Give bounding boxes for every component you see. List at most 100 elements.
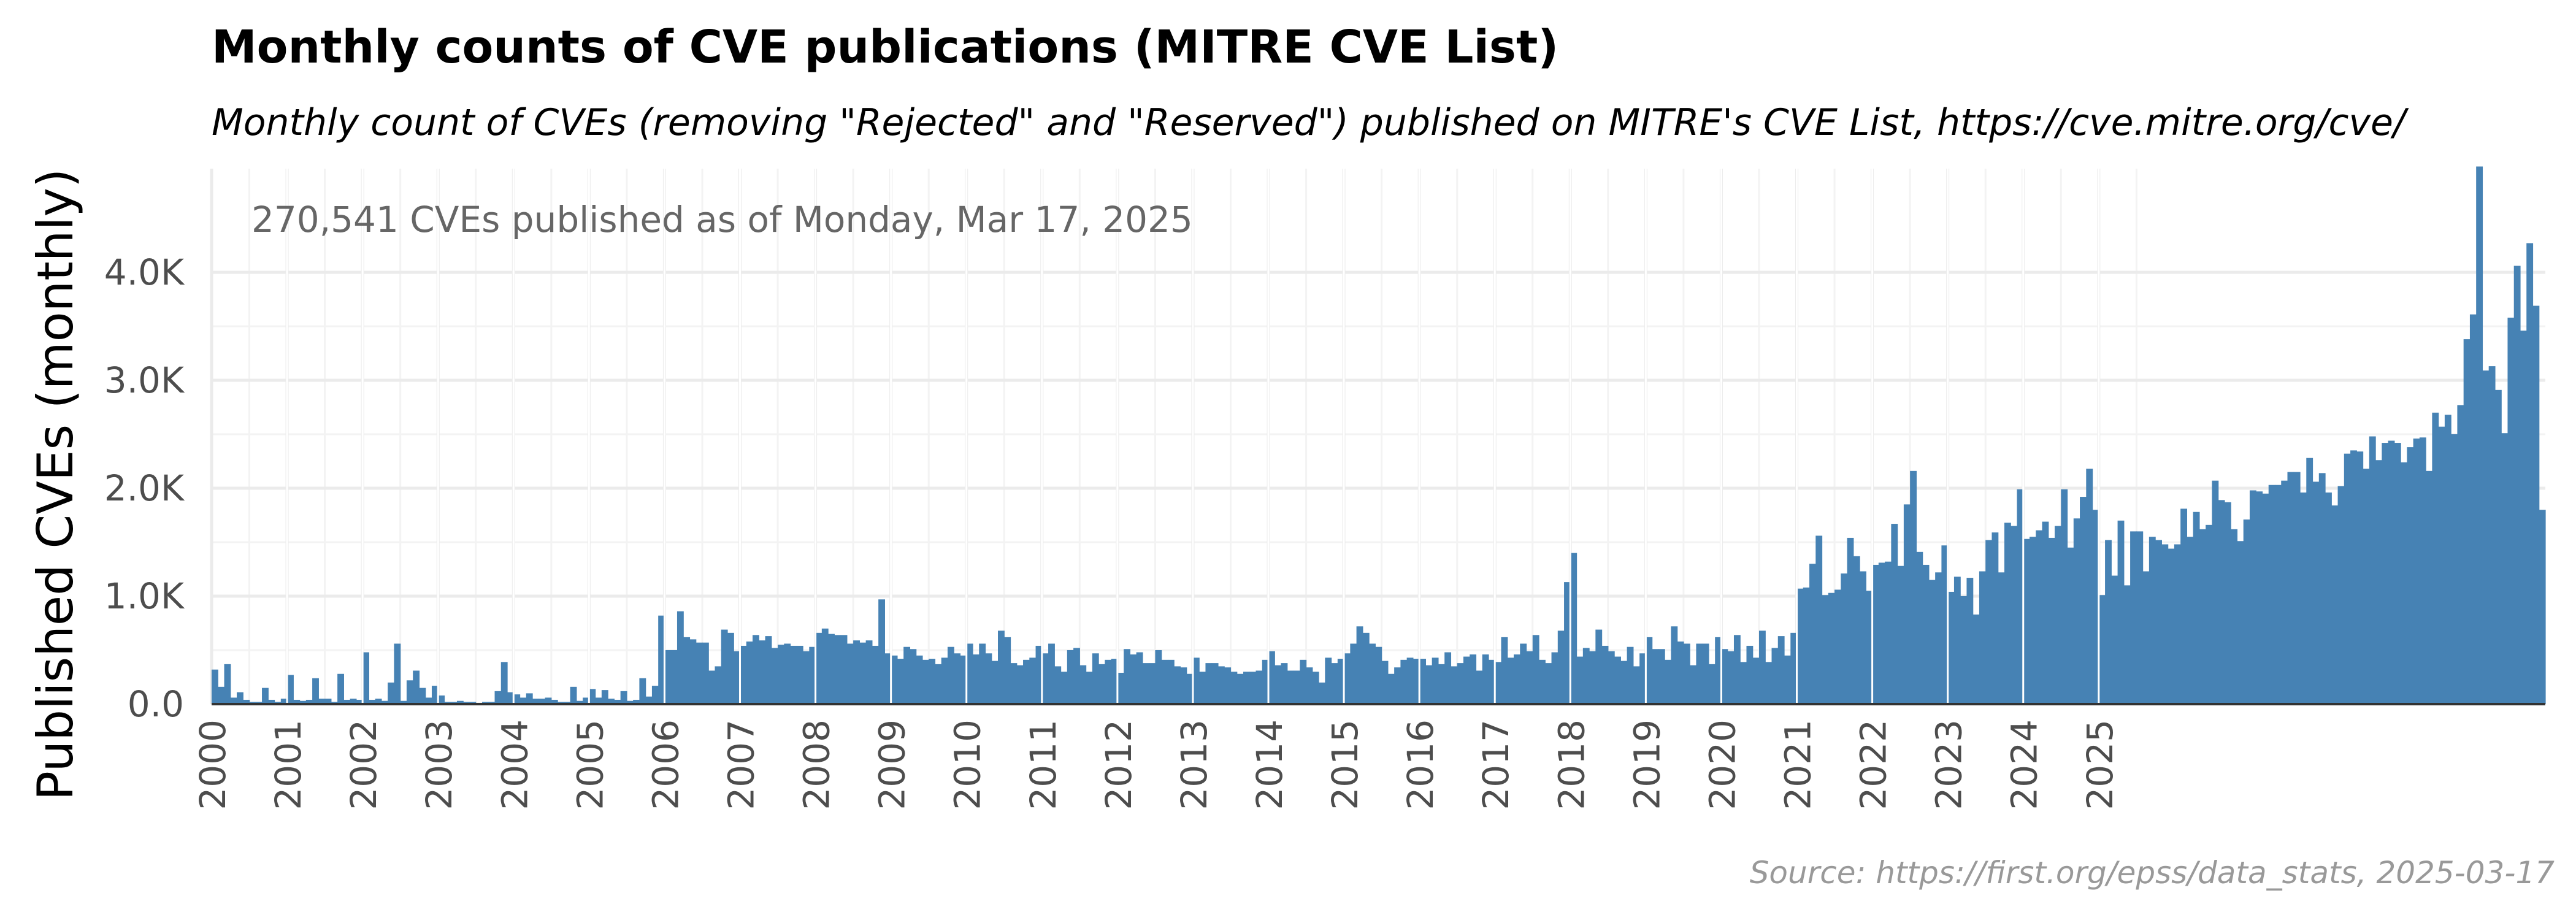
bar bbox=[2262, 493, 2269, 704]
bar bbox=[998, 631, 1005, 704]
bar bbox=[1205, 663, 1213, 704]
source-caption: Source: https://first.org/epss/data_stat… bbox=[1750, 855, 2555, 891]
bar bbox=[708, 670, 716, 704]
bar bbox=[935, 664, 942, 704]
bar bbox=[381, 700, 388, 704]
bar bbox=[1048, 643, 1055, 704]
bar bbox=[1111, 659, 1118, 704]
bar bbox=[2318, 473, 2326, 704]
x-tick-label: 2001 bbox=[267, 719, 309, 810]
bar bbox=[2218, 500, 2225, 704]
bar bbox=[821, 628, 829, 704]
bar bbox=[1614, 656, 1621, 704]
x-tick-label: 2025 bbox=[2079, 719, 2121, 810]
bar bbox=[2193, 512, 2200, 704]
bar bbox=[2287, 472, 2294, 704]
bar bbox=[2023, 539, 2030, 704]
bar bbox=[2513, 266, 2521, 705]
bar bbox=[916, 655, 923, 704]
y-axis-tick-labels: 0.0 1.0K 2.0K 3.0K 4.0K bbox=[104, 251, 185, 725]
bar bbox=[230, 697, 237, 704]
bar bbox=[651, 686, 659, 704]
bar bbox=[1319, 682, 1325, 704]
bar bbox=[2155, 540, 2162, 704]
bar bbox=[1872, 564, 1879, 704]
bar bbox=[1696, 643, 1703, 704]
bar bbox=[1979, 571, 1986, 704]
bar bbox=[1470, 654, 1477, 704]
bar bbox=[2426, 470, 2432, 704]
bar bbox=[1041, 653, 1049, 704]
bar bbox=[2539, 510, 2546, 704]
bar bbox=[746, 641, 753, 704]
bar bbox=[2501, 433, 2509, 704]
bar bbox=[1331, 663, 1338, 704]
bar bbox=[1501, 637, 1508, 704]
bar bbox=[1224, 667, 1232, 704]
x-tick-label: 2007 bbox=[721, 719, 762, 810]
bar bbox=[790, 645, 797, 704]
bar bbox=[1406, 657, 1414, 704]
chart-subtitle: Monthly count of CVEs (removing "Rejecte… bbox=[212, 101, 2409, 144]
bar bbox=[2161, 544, 2169, 704]
bar bbox=[2281, 480, 2288, 704]
x-tick-label: 2010 bbox=[947, 719, 989, 810]
bar bbox=[2312, 481, 2320, 704]
bar bbox=[1639, 653, 1646, 704]
x-tick-label: 2017 bbox=[1475, 719, 1517, 810]
bar bbox=[1715, 637, 1722, 704]
bar bbox=[243, 699, 250, 704]
bar bbox=[1972, 614, 1980, 704]
bar bbox=[1758, 631, 1766, 704]
bar bbox=[771, 648, 778, 704]
bar bbox=[2256, 491, 2263, 704]
bar bbox=[2375, 460, 2382, 704]
bar bbox=[1589, 651, 1596, 704]
bar bbox=[1947, 591, 1955, 704]
bar bbox=[1941, 545, 1949, 704]
bar bbox=[570, 686, 577, 704]
x-tick-label: 2008 bbox=[796, 719, 838, 810]
bar bbox=[1476, 670, 1483, 704]
bar bbox=[2036, 530, 2043, 704]
bar bbox=[262, 688, 269, 704]
bar bbox=[2494, 389, 2502, 704]
y-tick-label: 4.0K bbox=[104, 251, 185, 293]
bar bbox=[1350, 643, 1357, 704]
bar bbox=[1564, 582, 1571, 704]
bar bbox=[1702, 643, 1709, 704]
bar bbox=[840, 635, 848, 704]
bar bbox=[2293, 472, 2301, 704]
bar bbox=[519, 697, 527, 704]
x-tick-label: 2012 bbox=[1098, 719, 1140, 810]
bar bbox=[1004, 637, 1011, 704]
bar bbox=[1733, 635, 1741, 704]
bar bbox=[369, 699, 376, 704]
bar bbox=[639, 678, 646, 704]
bar bbox=[947, 646, 954, 704]
y-tick-label: 0.0 bbox=[128, 683, 184, 725]
year-dividers bbox=[286, 169, 2100, 704]
bar bbox=[910, 649, 917, 704]
bar bbox=[1035, 645, 1043, 704]
bar bbox=[1337, 659, 1344, 704]
bar bbox=[576, 700, 583, 704]
bar bbox=[2030, 537, 2036, 704]
bar bbox=[1387, 673, 1395, 704]
bar bbox=[1463, 656, 1470, 704]
bar bbox=[846, 643, 854, 704]
bar bbox=[1771, 648, 1779, 704]
bar bbox=[1885, 561, 1892, 704]
bar bbox=[1230, 672, 1238, 704]
bar bbox=[859, 642, 867, 704]
bar bbox=[1903, 504, 1911, 704]
bar bbox=[960, 655, 967, 704]
bar bbox=[532, 699, 539, 704]
bar bbox=[1551, 652, 1558, 704]
bar bbox=[1620, 661, 1628, 704]
bar bbox=[966, 643, 973, 704]
bar bbox=[1866, 591, 1873, 704]
bar bbox=[658, 615, 665, 704]
bar bbox=[2469, 314, 2477, 704]
